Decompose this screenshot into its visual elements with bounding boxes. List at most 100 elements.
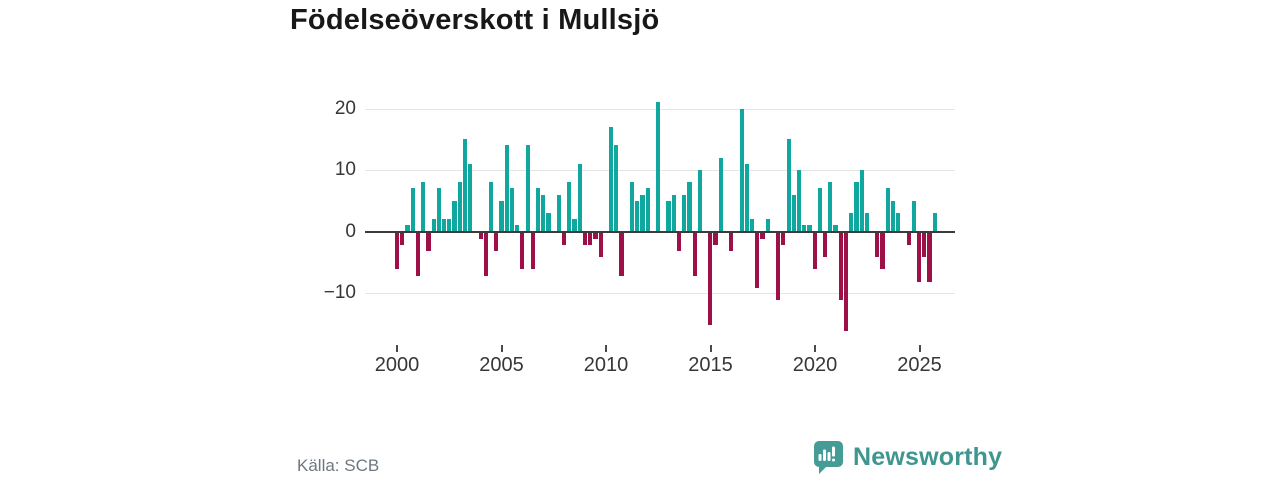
bar [671,194,676,232]
plot-area: 20 10 0 −10 2000 2005 2010 2015 2020 2025 [324,90,955,376]
bar [781,232,786,245]
x-axis-label-2000: 2000 [374,354,420,376]
bar [796,170,802,232]
x-axis-tick-2020 [814,345,816,352]
bar [817,188,822,232]
bar [431,219,436,232]
bar [932,213,937,232]
bar [676,232,682,251]
bar [917,232,922,282]
bar [572,219,577,232]
bar [859,170,864,232]
bar [765,219,770,232]
bar [410,188,415,232]
bar [906,232,911,245]
bar [812,232,817,270]
bar [896,213,901,232]
bar [645,188,650,232]
bar [755,232,760,288]
bar [687,182,692,232]
bar [640,194,645,232]
bar [577,163,582,232]
bar [556,194,561,232]
bar [483,232,488,276]
bar [541,194,546,232]
bar [494,232,499,251]
gridline-y--10 [365,293,955,294]
bar [457,182,462,232]
bar [890,200,896,232]
bar [807,225,812,232]
source-note: Källa: SCB [297,456,380,475]
bar [692,232,697,276]
x-axis-label-2005: 2005 [479,354,524,376]
bar [504,145,509,232]
bar [739,108,744,232]
bar [713,232,718,245]
bar [415,232,421,276]
bar [786,139,791,232]
bar [843,232,849,331]
bar [927,232,932,282]
newsworthy-logo: Newsworthy [813,440,1002,474]
bar [656,102,661,232]
bar [421,182,426,232]
bar [635,200,640,232]
bar [718,157,723,232]
bar [708,232,713,325]
bar [447,219,452,232]
bar [875,232,880,258]
x-axis-label-2020: 2020 [792,354,838,376]
x-axis-tick-2000 [396,345,398,352]
bar [468,163,473,232]
bar [744,163,749,232]
bar [854,182,859,232]
bar [441,219,447,232]
bar [395,232,400,270]
bar [598,232,603,258]
bar [535,188,541,232]
bar [823,232,828,258]
bar [833,225,838,232]
bar [436,188,441,232]
bar [582,232,588,245]
bar [697,170,702,232]
bar [838,232,843,301]
bar [525,145,530,232]
bar [729,232,734,251]
bar [880,232,885,270]
newsworthy-logo-text: Newsworthy [853,442,1003,471]
chart-title: Födelseöverskott i Mullsjö [290,4,660,36]
bar [828,182,833,232]
bar [682,194,687,232]
bar [478,232,483,239]
bar [911,200,916,232]
bar [546,213,551,232]
bar [791,194,796,232]
bar [499,200,504,232]
x-axis-label-2025: 2025 [897,354,942,376]
y-axis-label--10: −10 [323,282,356,303]
bar [520,232,525,270]
y-axis-label-20: 20 [334,97,356,119]
chart-figure: Födelseöverskott i Mullsjö 20 10 0 −10 2000 2… [290,0,1002,480]
bar [400,232,405,245]
bar [562,232,567,245]
bar [530,232,535,270]
bar [760,232,765,239]
bar [864,213,869,232]
bar [749,219,755,232]
bar [614,145,619,232]
x-axis-label-2015: 2015 [688,354,733,376]
bar [452,200,457,232]
bar [666,200,671,232]
bar [849,213,854,232]
x-axis-line [365,230,955,233]
x-axis-tick-2025 [918,345,921,352]
x-axis-tick-2010 [605,345,607,352]
bar [488,182,494,232]
bar [462,139,468,232]
bar [629,182,635,232]
bar [426,232,431,251]
x-axis-tick-2015 [709,345,712,352]
